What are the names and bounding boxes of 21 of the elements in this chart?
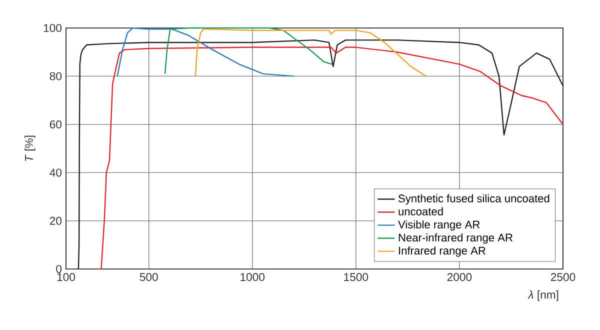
line-series <box>164 27 333 74</box>
x-axis-title: λ [nm] <box>528 290 558 301</box>
x-tick-label: 2000 <box>447 273 472 282</box>
y-tick-label: 80 <box>50 72 62 80</box>
legend-label: Visible range AR <box>398 220 480 231</box>
legend-label: Infrared range AR <box>399 246 486 257</box>
legend-label: uncoated <box>398 207 443 216</box>
legend-label: Synthetic fused silica uncoated <box>398 194 550 205</box>
y-tick-label: 100 <box>44 24 62 32</box>
x-tick-label: 2500 <box>550 273 576 282</box>
x-tick-label: 500 <box>140 273 158 282</box>
x-tick-label: 100 <box>57 273 76 282</box>
legend-label: Near-infrared range AR <box>398 233 512 244</box>
line-series <box>116 27 294 77</box>
y-tick-label: 20 <box>50 216 62 225</box>
y-tick-label: 0 <box>56 265 62 274</box>
x-tick-label: 1000 <box>240 273 265 282</box>
y-tick-label: 60 <box>50 120 62 128</box>
y-tick-label: 40 <box>50 168 62 177</box>
x-tick-label: 1500 <box>344 273 368 282</box>
y-axis-title: T [%] <box>24 136 36 162</box>
